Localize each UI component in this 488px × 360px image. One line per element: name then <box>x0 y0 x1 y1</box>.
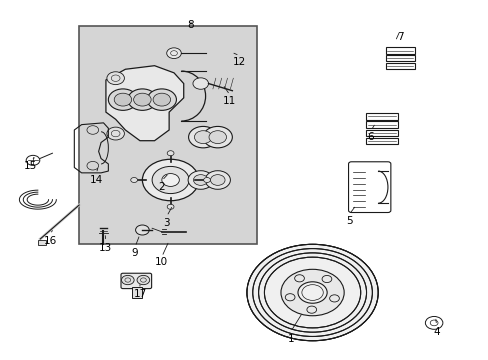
Circle shape <box>193 78 208 89</box>
Circle shape <box>167 204 174 209</box>
Text: 3: 3 <box>163 218 170 228</box>
Circle shape <box>208 131 226 144</box>
Bar <box>79 26 256 244</box>
Circle shape <box>203 177 210 183</box>
Text: 17: 17 <box>133 289 146 299</box>
Text: 10: 10 <box>155 257 168 267</box>
Circle shape <box>203 126 232 148</box>
Text: 2: 2 <box>158 182 165 192</box>
Circle shape <box>153 93 170 106</box>
FancyBboxPatch shape <box>121 273 151 289</box>
Text: 1: 1 <box>287 334 293 344</box>
Circle shape <box>204 171 230 189</box>
Circle shape <box>188 126 217 148</box>
Circle shape <box>193 175 207 185</box>
Bar <box>366 138 397 144</box>
Text: 14: 14 <box>89 175 102 185</box>
Bar <box>385 55 414 62</box>
Circle shape <box>107 127 124 140</box>
Circle shape <box>297 282 326 303</box>
Bar <box>366 130 397 136</box>
Bar <box>366 113 397 120</box>
Text: 9: 9 <box>132 248 138 258</box>
Text: 15: 15 <box>24 161 37 171</box>
Polygon shape <box>106 66 183 141</box>
Bar <box>366 121 397 128</box>
Text: 4: 4 <box>432 327 439 337</box>
Circle shape <box>142 159 199 201</box>
Circle shape <box>285 294 294 301</box>
Circle shape <box>306 306 316 313</box>
Circle shape <box>188 171 213 189</box>
Circle shape <box>162 174 179 186</box>
Circle shape <box>121 275 134 285</box>
Text: 7: 7 <box>396 32 403 42</box>
Circle shape <box>107 72 124 85</box>
Circle shape <box>281 269 344 316</box>
Circle shape <box>127 89 157 111</box>
Circle shape <box>322 275 331 283</box>
Circle shape <box>147 89 176 111</box>
Text: 16: 16 <box>43 236 57 246</box>
Bar <box>385 63 414 69</box>
Circle shape <box>246 244 377 341</box>
Circle shape <box>108 89 137 111</box>
Text: 11: 11 <box>223 96 236 107</box>
Text: 8: 8 <box>187 19 194 30</box>
Bar <box>385 48 414 54</box>
Circle shape <box>166 48 181 59</box>
Circle shape <box>133 93 151 106</box>
Text: 12: 12 <box>233 57 246 67</box>
Circle shape <box>167 151 174 156</box>
Circle shape <box>130 177 137 183</box>
Circle shape <box>135 225 149 235</box>
Text: 13: 13 <box>99 243 112 253</box>
Circle shape <box>194 131 211 144</box>
Bar <box>131 287 142 298</box>
Circle shape <box>329 295 339 302</box>
Circle shape <box>210 175 224 185</box>
Text: 5: 5 <box>345 216 352 226</box>
Bar <box>38 240 45 246</box>
Circle shape <box>294 275 304 282</box>
Circle shape <box>152 166 189 194</box>
Text: 6: 6 <box>367 132 373 142</box>
Circle shape <box>137 275 149 285</box>
Circle shape <box>114 93 131 106</box>
